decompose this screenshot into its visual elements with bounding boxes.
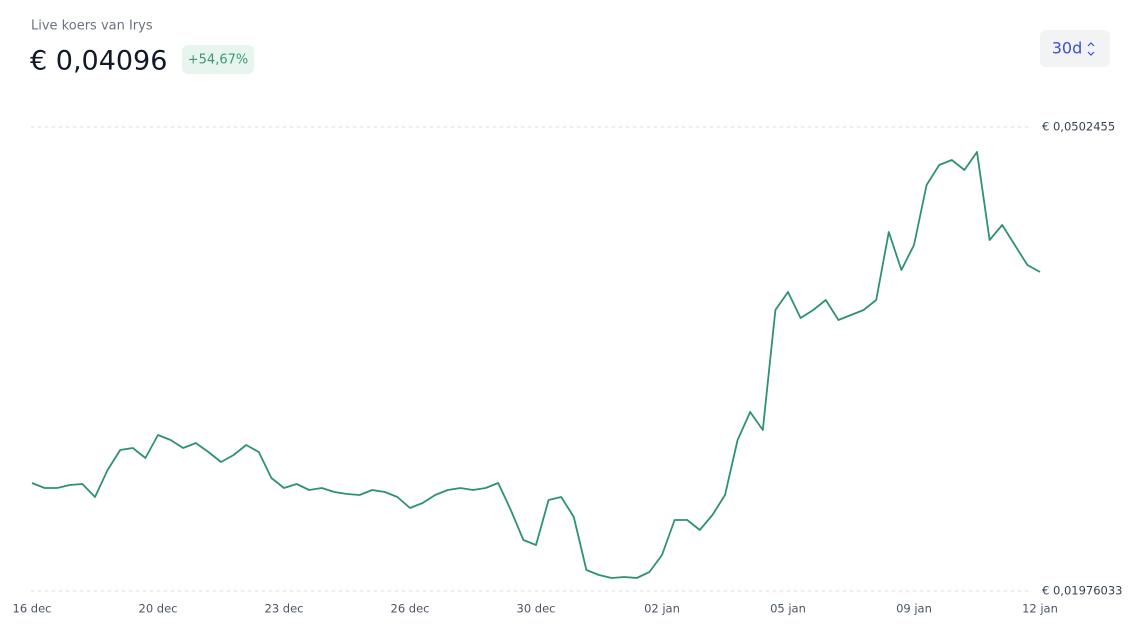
period-button-bg[interactable]: [1040, 30, 1110, 67]
x-tick-label: 26 dec: [391, 602, 430, 616]
price: € 0,04096: [30, 46, 167, 77]
chevron: [1087, 42, 1095, 56]
x-tick-label: 20 dec: [139, 602, 178, 616]
x-tick-label: 30 dec: [517, 602, 556, 616]
x-tick-label: 02 jan: [644, 602, 680, 616]
x-tick-label: 12 jan: [1022, 602, 1058, 616]
y-tick-label: € 0,01976033: [1042, 584, 1122, 598]
change-badge: [182, 45, 254, 74]
x-tick-label: 23 dec: [265, 602, 304, 616]
x-tick-label: 16 dec: [13, 602, 52, 616]
period[interactable]: 30d: [1052, 39, 1083, 58]
period-button[interactable]: 30d: [1040, 30, 1110, 67]
y-tick-label: € 0,0502455: [1042, 120, 1115, 134]
price-line: [31, 151, 1041, 579]
x-tick-label: 09 jan: [896, 602, 932, 616]
label: Live koers van Irys: [31, 19, 153, 34]
x-tick-label: 05 jan: [770, 602, 806, 616]
change: +54,67%: [188, 53, 248, 68]
